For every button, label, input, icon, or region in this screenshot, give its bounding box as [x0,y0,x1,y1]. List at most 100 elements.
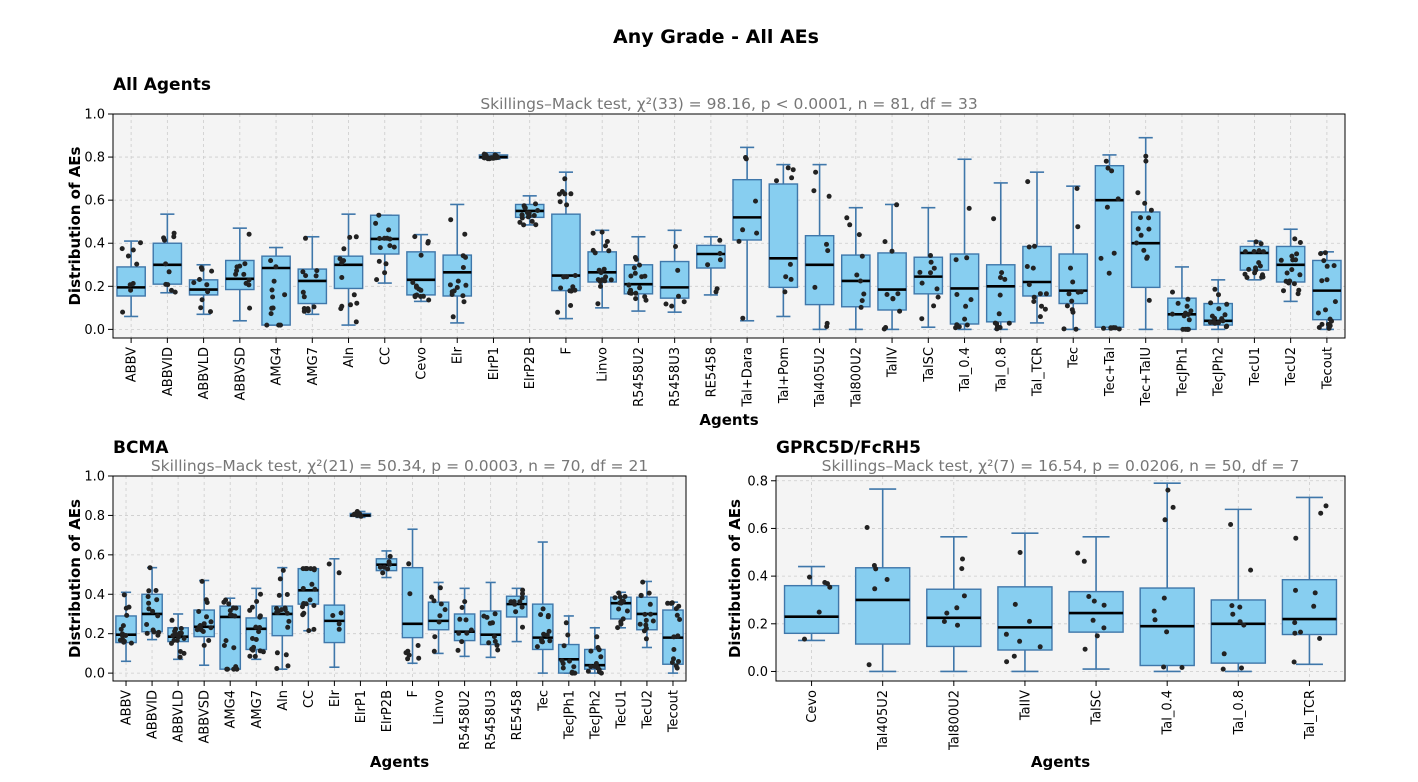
data-point [595,665,601,671]
data-point [540,639,545,645]
data-point [374,277,380,283]
data-point [960,556,965,562]
chart-all-agents: All Agents Skillings–Mack test, χ²(33) = … [66,75,1346,429]
data-point [788,276,794,282]
data-point [155,613,161,619]
x-tick-label: ABBVID [161,347,176,396]
data-point [633,296,639,302]
data-point [564,202,570,208]
data-point [1261,249,1266,255]
data-point [313,273,319,279]
data-point [743,155,748,160]
data-point [286,618,292,624]
box-AMG7 [297,235,328,316]
data-point [241,271,247,277]
box-iqr [732,178,762,241]
box-iqr [1022,245,1052,297]
data-point [284,610,290,616]
data-point [1260,274,1266,280]
x-tick-label: TalIV [1018,690,1033,721]
data-point [673,606,679,612]
data-point [1180,326,1186,332]
data-point [866,662,872,668]
data-point [305,308,311,314]
x-tick-label: TecJPh2 [1212,347,1227,397]
box-R5458U2 [453,587,476,658]
data-point [380,570,386,576]
data-point [1284,270,1290,276]
x-tick-label: R5458U2 [632,347,647,407]
data-point [1244,275,1250,280]
data-point [126,604,132,610]
data-point [1324,277,1330,283]
data-point [407,591,413,597]
data-point [1331,263,1337,269]
data-point [1105,165,1111,171]
data-point [1104,204,1110,210]
box-ABBVID [152,213,183,295]
data-point [824,324,830,329]
data-point [1293,587,1298,593]
data-point [247,607,253,613]
box-iqr [1210,599,1267,664]
data-point [493,153,499,158]
data-point [253,624,259,630]
data-point [425,240,431,246]
data-point [347,234,353,240]
y-tick-label: 0.2 [84,627,105,642]
data-point [227,612,233,618]
data-point [233,605,239,611]
data-point [246,231,252,237]
data-point [418,287,424,293]
data-point [1208,300,1214,306]
data-point [464,630,470,636]
data-point [1323,503,1329,509]
data-point [1111,250,1117,256]
data-point [1212,286,1218,292]
y-tick-label: 0.8 [84,151,105,166]
data-point [387,553,393,559]
data-point [754,230,760,236]
data-point [383,261,389,267]
data-point [1220,666,1226,672]
data-point [1082,646,1088,652]
data-point [460,293,466,299]
data-point [598,283,603,289]
data-point [459,605,465,610]
data-point [1094,633,1100,639]
data-point [642,611,648,617]
data-point [674,612,680,618]
data-point [1090,617,1096,623]
data-point [616,590,622,596]
data-point [377,564,383,570]
data-point [1070,309,1076,315]
data-point [1184,303,1190,309]
data-point [963,303,969,309]
y-axis-label: Distribution of AEs [66,146,84,305]
data-point [1151,608,1157,614]
box-iqr [401,566,424,639]
box-ABBV [115,591,137,663]
data-point [1291,659,1297,665]
data-point [533,201,538,207]
data-point [585,668,591,674]
data-point [1026,282,1032,288]
data-point [382,270,388,276]
data-point [253,637,259,642]
box-ElrP1 [349,509,372,519]
stat-annotation: Skillings–Mack test, χ²(7) = 16.54, p = … [822,457,1300,475]
data-point [459,639,465,645]
data-point [311,567,317,573]
y-tick-label: 0.0 [84,323,105,338]
data-point [1017,550,1023,555]
data-point [146,600,152,606]
data-point [301,306,307,311]
data-point [647,601,653,607]
y-axis-label: Distribution of AEs [66,499,84,658]
data-point [633,290,639,296]
data-point [1188,308,1194,314]
box-Tal_0.4 [949,158,980,331]
data-point [151,629,157,635]
box-TalIV [997,532,1053,673]
data-point [643,617,649,623]
